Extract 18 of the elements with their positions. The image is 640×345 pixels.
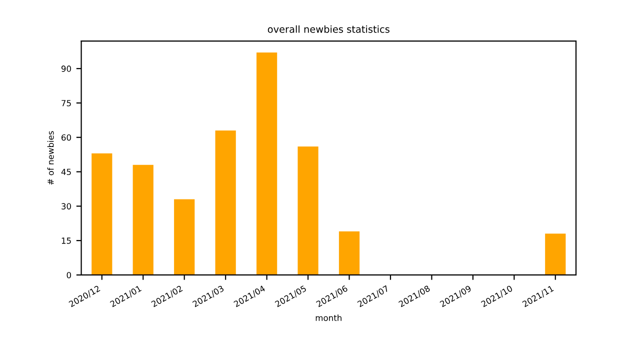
y-tick-label: 75 xyxy=(62,100,71,106)
x-axis-title: month xyxy=(316,314,342,321)
y-tick-label: 30 xyxy=(62,203,72,210)
bar xyxy=(215,130,236,275)
bar xyxy=(338,231,360,275)
y-axis-title: # of newbies xyxy=(47,131,54,185)
y-tick-label: 60 xyxy=(62,134,72,141)
chart-title: overall newbies statistics xyxy=(268,25,390,33)
bar xyxy=(545,234,566,275)
y-tick-label: 0 xyxy=(66,272,72,278)
bar xyxy=(256,52,278,275)
y-tick-label: 90 xyxy=(61,66,72,72)
y-tick-label: 45 xyxy=(61,168,71,176)
bar xyxy=(132,164,154,275)
bar xyxy=(174,199,195,275)
bar xyxy=(92,153,112,275)
bar xyxy=(298,146,318,275)
y-tick-label: 15 xyxy=(62,238,71,244)
